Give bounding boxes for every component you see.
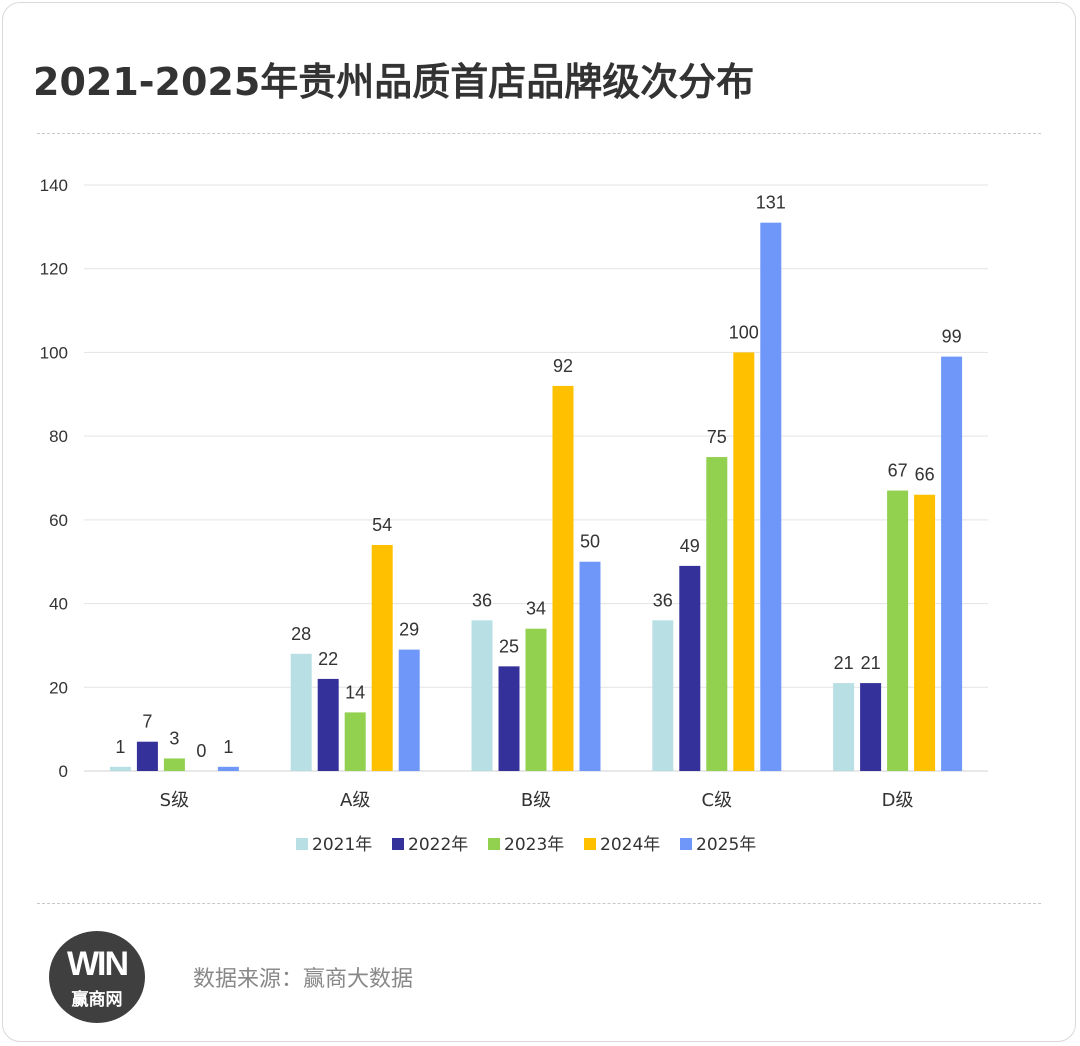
legend-label-2023年: 2023年 [504,835,564,855]
data-label-B级-2022年: 25 [499,636,519,656]
bar-D级-2022年 [860,683,882,771]
data-label-S级-2021年: 1 [115,737,125,757]
bar-A级-2024年 [371,544,393,771]
data-label-B级-2021年: 36 [472,590,492,610]
data-label-B级-2023年: 34 [526,599,546,619]
legend-swatch-2021年 [296,838,308,850]
y-tick-label-140: 140 [40,176,68,195]
winshang-logo: WIN 赢商网 [49,931,145,1023]
bar-A级-2021年 [290,653,312,771]
legend-label-2022年: 2022年 [408,835,468,855]
data-label-C级-2021年: 36 [653,590,673,610]
legend-swatch-2023年 [488,838,500,850]
bottom-divider [37,903,1041,904]
bar-C级-2022年 [679,565,701,771]
bar-B级-2022年 [498,666,520,771]
bar-D级-2023年 [887,490,909,771]
legend-swatch-2024年 [584,838,596,850]
bar-D级-2024年 [914,494,936,771]
data-label-C级-2022年: 49 [680,536,700,556]
data-label-A级-2024年: 54 [372,515,392,535]
bar-C级-2025年 [760,222,782,771]
legend-label-2025年: 2025年 [696,835,756,855]
data-label-S级-2022年: 7 [142,712,152,732]
data-label-A级-2021年: 28 [291,624,311,644]
legend-swatch-2022年 [392,838,404,850]
legend-swatch-2025年 [680,838,692,850]
bar-B级-2023年 [525,628,547,771]
chart-title: 2021-2025年贵州品质首店品牌级次分布 [33,60,755,104]
bar-S级-2023年 [163,758,185,771]
data-label-B级-2025年: 50 [580,532,600,552]
data-source-value: 赢商大数据 [303,967,414,992]
legend-label-2021年: 2021年 [312,835,372,855]
y-tick-label-0: 0 [59,762,68,781]
bar-A级-2022年 [317,678,339,771]
x-tick-label-C级: C级 [702,790,733,811]
data-label-C级-2023年: 75 [707,427,727,447]
data-label-A级-2023年: 14 [345,682,365,702]
data-label-C级-2024年: 100 [729,322,759,342]
data-label-S级-2023年: 3 [169,728,179,748]
y-tick-label-60: 60 [49,511,68,530]
data-label-C级-2025年: 131 [756,193,786,213]
bar-A级-2025年 [398,649,420,771]
data-label-A级-2025年: 29 [399,620,419,640]
logo-text: 赢商网 [71,990,123,1010]
bar-B级-2025年 [579,561,601,771]
data-source-label: 数据来源： [193,967,304,992]
bar-B级-2024年 [552,385,574,771]
bar-C级-2021年 [652,620,674,771]
logo-mark: WIN [66,945,129,983]
bar-S级-2025年 [217,766,239,771]
data-label-D级-2023年: 67 [888,461,908,481]
data-label-A级-2022年: 22 [318,649,338,669]
x-tick-label-B级: B级 [521,790,551,811]
data-label-S级-2024年: 0 [196,741,206,761]
bar-A级-2023年 [344,712,366,771]
y-tick-label-100: 100 [40,343,68,362]
top-divider [37,133,1041,134]
bar-C级-2024年 [733,352,755,771]
y-tick-label-20: 20 [49,678,68,697]
data-label-S级-2025年: 1 [223,737,233,757]
y-tick-label-120: 120 [40,260,68,279]
bar-B级-2021年 [471,620,493,771]
bar-S级-2021年 [109,766,131,771]
x-tick-label-S级: S级 [160,790,189,811]
data-label-D级-2024年: 66 [915,465,935,485]
bar-D级-2025年 [941,356,963,771]
bar-C级-2023年 [706,457,728,771]
bar-D级-2021年 [833,683,855,771]
data-label-D级-2025年: 99 [942,327,962,347]
data-source: 数据来源：赢商大数据 [193,961,413,993]
bar-S级-2022年 [136,741,158,771]
x-tick-label-A级: A级 [340,790,370,811]
data-label-D级-2022年: 21 [861,653,881,673]
data-label-B级-2024年: 92 [553,356,573,376]
legend-label-2024年: 2024年 [600,835,660,855]
data-label-D级-2021年: 21 [834,653,854,673]
x-tick-label-D级: D级 [882,790,914,811]
y-tick-label-80: 80 [49,427,68,446]
y-tick-label-40: 40 [49,595,68,614]
